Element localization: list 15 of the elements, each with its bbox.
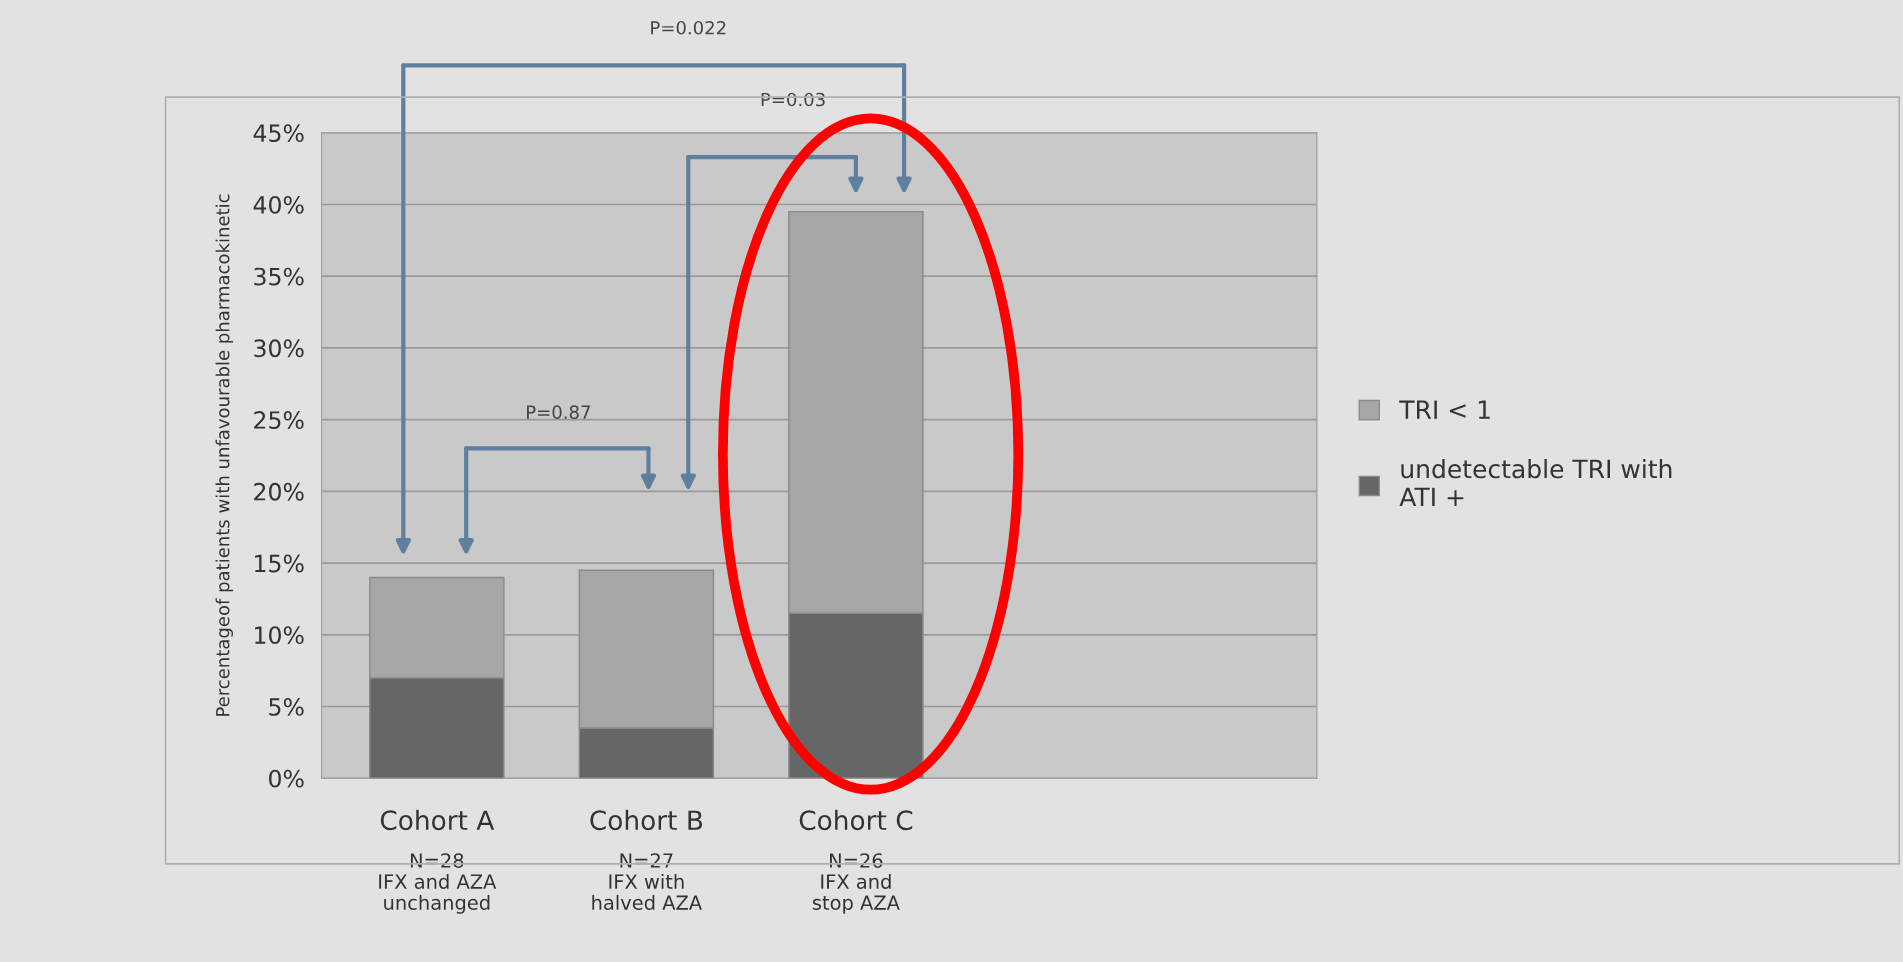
y-tick-label: 20% (254, 482, 304, 501)
y-tick-label: 30% (254, 339, 304, 358)
annotation: P=0.87 (527, 405, 590, 420)
y-tick-label: 40% (253, 195, 304, 214)
text: P=0.022 (651, 20, 726, 35)
y-tick-label: 10% (255, 626, 304, 645)
y-tick-label: 15% (255, 554, 304, 573)
y-tick-label: 0% (269, 769, 304, 788)
y-tick-label: 25% (254, 411, 304, 429)
legend-label: undetectable TRI with ATI + (1399, 459, 1672, 506)
y-tick-label: 45% (253, 124, 304, 143)
legend-label: TRI < 1 (1399, 400, 1490, 419)
y-tick-label: 5% (269, 697, 304, 716)
y-tick-label: 35% (254, 267, 304, 286)
y-axis-title: Percentageof patients with unfavourable pharmacokinetic (215, 194, 234, 716)
